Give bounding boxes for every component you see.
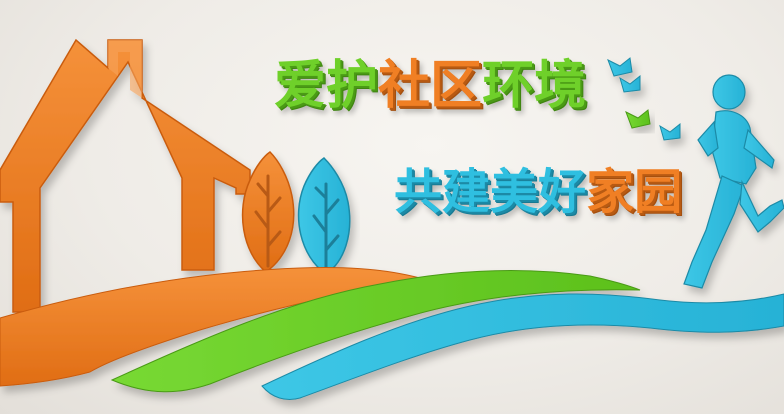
slogan-char: 社: [378, 56, 430, 116]
slogan-line-2: 共建美好家园: [394, 168, 682, 216]
bird-icon: [607, 57, 681, 141]
slogan-char: 建: [442, 164, 490, 220]
slogan-char: 家: [586, 164, 634, 220]
slogan-char: 环: [482, 56, 534, 116]
slogan-char: 境: [534, 56, 586, 116]
slogan-char: 区: [430, 56, 482, 116]
slogan-char: 护: [326, 56, 378, 116]
slogan-char: 美: [490, 164, 538, 220]
leaf-tree-icon: [241, 151, 295, 273]
green-wave: [110, 269, 641, 393]
bird-icon: [625, 109, 651, 129]
slogan-char: 共: [394, 164, 442, 220]
slogan-line-1: 爱护社区环境: [274, 60, 586, 112]
slogan-char: 园: [634, 164, 682, 220]
slogan-char: 好: [538, 164, 586, 220]
house-outline-icon: [0, 38, 251, 313]
running-figure-icon: [683, 74, 784, 289]
slogan-char: 爱: [274, 56, 326, 116]
blue-wave: [261, 293, 784, 400]
leaf-tree-icon: [297, 157, 351, 275]
